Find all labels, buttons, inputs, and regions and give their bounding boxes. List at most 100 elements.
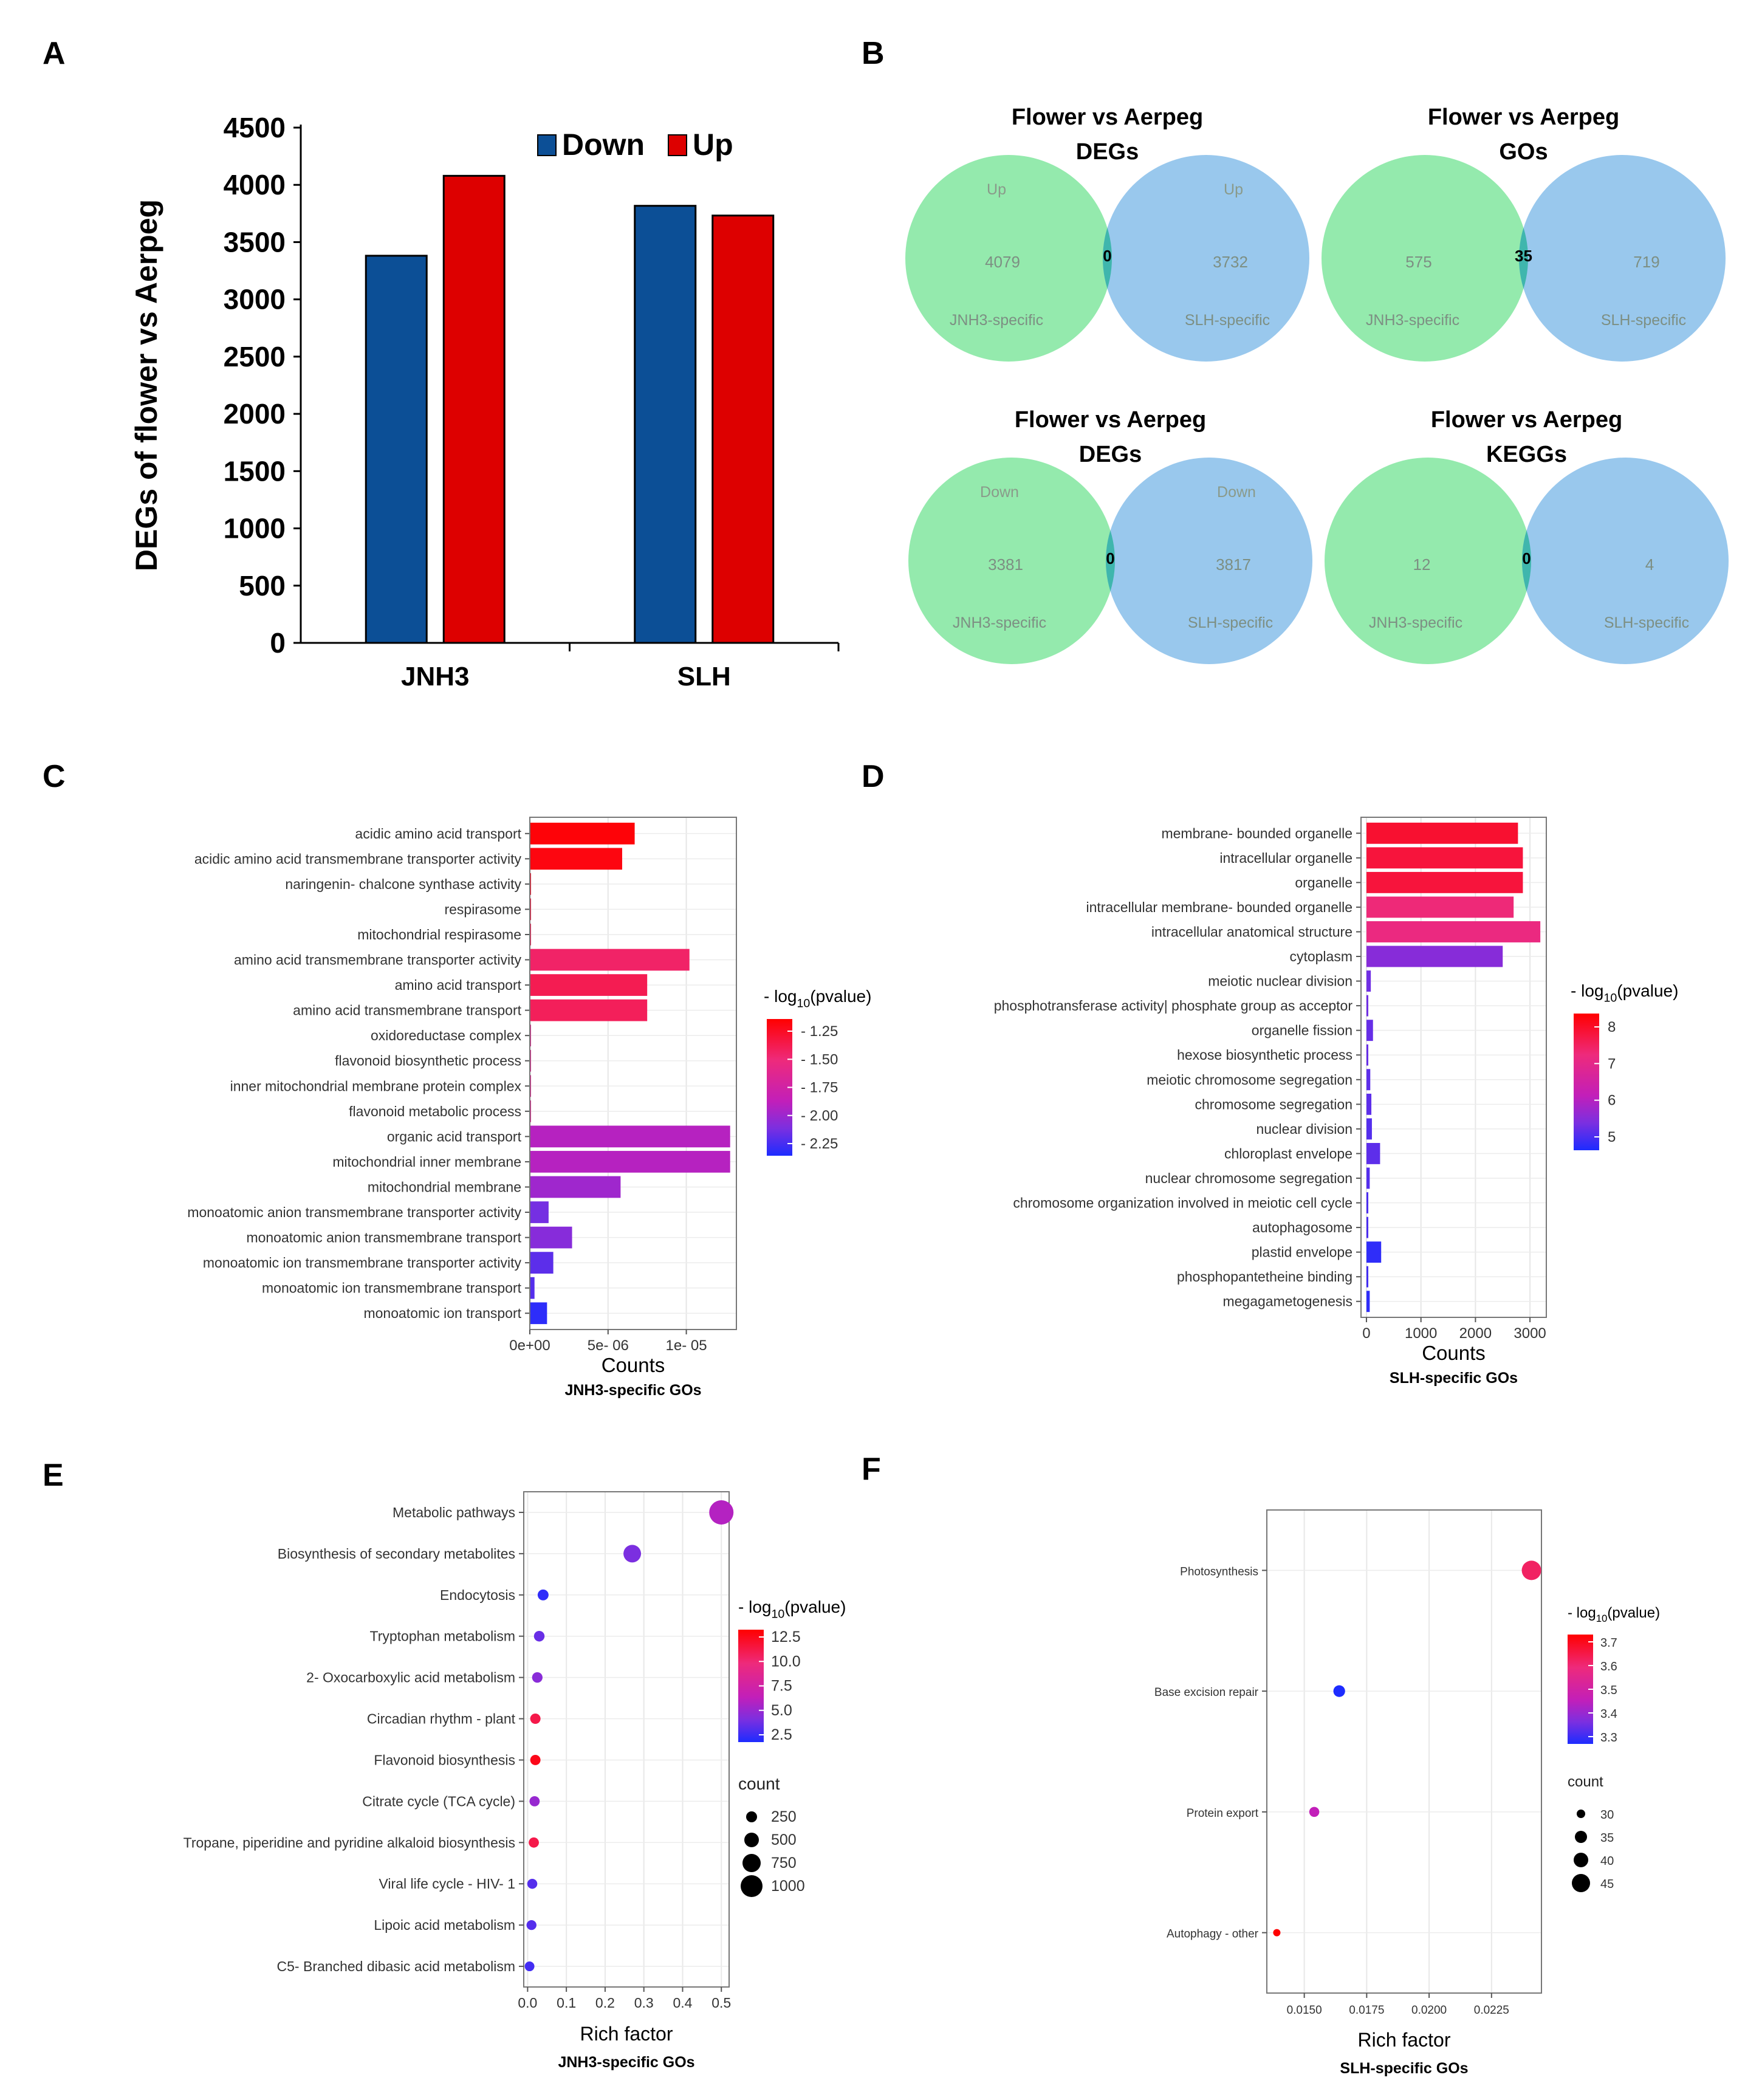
- bar: [1366, 896, 1514, 918]
- bubble: [1309, 1807, 1320, 1817]
- venn-left-set-label: JNH3-specific: [1369, 614, 1462, 631]
- venn-right-circle: [1519, 155, 1726, 362]
- bar: [530, 848, 622, 870]
- x-tick-label: 0.5: [711, 1995, 731, 2011]
- venn-right-circle: [1103, 155, 1309, 362]
- x-tick-label: 0.0: [518, 1995, 537, 2011]
- venn-left-circle: [1322, 155, 1528, 362]
- legend-tick-label: 3.7: [1600, 1636, 1617, 1650]
- legend-tick-label: 3.3: [1600, 1731, 1617, 1745]
- venn-right-tag: Up: [1224, 181, 1243, 198]
- bar: [530, 1125, 730, 1148]
- legend-swatch-down: [537, 134, 557, 156]
- category-label: meiotic nuclear division: [1208, 973, 1352, 989]
- venn-right-circle: [1522, 458, 1729, 664]
- venn-subtitle: KEGGs: [1486, 442, 1567, 467]
- bar: [1366, 921, 1541, 942]
- category-label: acidic amino acid transmembrane transpor…: [194, 851, 522, 866]
- bubble: [529, 1796, 540, 1807]
- size-legend-dot: [1575, 1831, 1587, 1843]
- legend-tick-label: - 2.00: [801, 1108, 838, 1124]
- venn-left-tag: Up: [987, 181, 1006, 198]
- venn-left-tag: Down: [980, 484, 1019, 501]
- category-label: oxidoreductase complex: [371, 1028, 522, 1043]
- x-tick-label: SLH: [677, 662, 731, 691]
- bubble: [537, 1589, 549, 1601]
- panel-c-jnh3-go-bar-chart: acidic amino acid transport acidic amino …: [187, 817, 871, 1399]
- category-label: intracellular organelle: [1219, 850, 1352, 866]
- bar: [1366, 1216, 1368, 1238]
- bubble: [530, 1714, 541, 1724]
- plot-border: [523, 1491, 730, 1988]
- bar: [1366, 1192, 1368, 1213]
- legend-tick-label: - 2.25: [801, 1136, 838, 1152]
- category-label: Endocytosis: [440, 1587, 515, 1603]
- x-tick-label: 1000: [1405, 1325, 1437, 1342]
- venn-left-value: 12: [1413, 555, 1431, 574]
- venn-left-circle: [905, 155, 1112, 362]
- y-tick-label: 1500: [224, 455, 286, 487]
- bar: [1366, 1093, 1372, 1115]
- venn-title: Flower vs Aerpeg: [1015, 407, 1206, 433]
- venn-right-set-label: SLH-specific: [1185, 312, 1270, 329]
- plot-border: [1266, 1509, 1542, 1994]
- bubble: [530, 1754, 541, 1765]
- venn-subtitle: GOs: [1499, 139, 1548, 165]
- category-label: Lipoic acid metabolism: [374, 1917, 515, 1933]
- size-legend-label: 750: [771, 1855, 797, 1872]
- category-label: intracellular anatomical structure: [1151, 924, 1352, 939]
- panel-label-a: A: [43, 36, 66, 71]
- category-label: Protein export: [1187, 1807, 1259, 1820]
- bar: [530, 1226, 572, 1249]
- bubble: [1273, 1929, 1281, 1937]
- panel-d-slh-go-bar-chart: membrane- bounded organelle intracellular…: [994, 817, 1678, 1387]
- x-tick-label: 0.0175: [1349, 2004, 1384, 2017]
- venn-subtitle: DEGs: [1079, 442, 1142, 467]
- category-label: cytoplasm: [1289, 949, 1352, 964]
- y-tick-label: 2000: [224, 398, 286, 430]
- size-legend-dot: [746, 1811, 757, 1822]
- size-legend-label: 250: [771, 1808, 797, 1825]
- category-label: autophagosome: [1252, 1220, 1352, 1235]
- y-tick-label: 500: [239, 570, 286, 602]
- panel-a-bar-chart: 0 500 1000 1500 2000 2500 3000 3500 4000 4500 DEGs…: [129, 112, 840, 691]
- venn-right-value: 3732: [1213, 253, 1248, 271]
- bar: [1366, 1044, 1368, 1066]
- bar: [1366, 1266, 1368, 1288]
- category-label: meiotic chromosome segregation: [1147, 1072, 1352, 1088]
- bar: [1366, 970, 1371, 992]
- x-tick-label: 1e- 05: [666, 1337, 707, 1354]
- category-label: flavonoid metabolic process: [349, 1103, 521, 1119]
- x-axis-title: Rich factor: [580, 2023, 673, 2045]
- legend-tick-label: 3.4: [1600, 1707, 1617, 1721]
- bar: [1366, 871, 1523, 893]
- category-label: nuclear division: [1256, 1121, 1352, 1137]
- category-label: hexose biosynthetic process: [1177, 1047, 1352, 1063]
- category-label: amino acid transmembrane transport: [293, 1003, 521, 1018]
- bar: [530, 949, 690, 971]
- category-label: organelle: [1295, 874, 1352, 890]
- category-label: Citrate cycle (TCA cycle): [362, 1793, 515, 1809]
- legend-label-up: Up: [693, 128, 733, 162]
- size-legend-label: 45: [1600, 1878, 1614, 1891]
- x-tick-label: 5e- 06: [588, 1337, 629, 1354]
- bubble: [532, 1672, 543, 1683]
- category-label: acidic amino acid transport: [355, 826, 521, 842]
- venn-left-set-label: JNH3-specific: [953, 614, 1046, 631]
- venn-left-set-label: JNH3-specific: [950, 312, 1043, 329]
- bar: [1366, 1118, 1372, 1140]
- legend-tick-label: 6: [1608, 1093, 1616, 1109]
- bubble: [529, 1837, 539, 1848]
- category-label: monoatomic ion transmembrane transporter…: [203, 1255, 522, 1271]
- venn-right-circle: [1106, 458, 1312, 664]
- panel-label-b: B: [862, 36, 885, 71]
- venn-title: Flower vs Aerpeg: [1431, 407, 1622, 433]
- size-legend-title: count: [1568, 1774, 1603, 1790]
- x-tick-label: 0.1: [557, 1995, 576, 2011]
- legend-tick-label: 3.6: [1600, 1660, 1617, 1673]
- y-axis-title: DEGs of flower vs Aerpeg: [129, 199, 163, 571]
- legend-tick-label: 12.5: [771, 1628, 801, 1645]
- size-legend-title: count: [738, 1774, 780, 1793]
- y-tick-label: 2500: [224, 341, 286, 372]
